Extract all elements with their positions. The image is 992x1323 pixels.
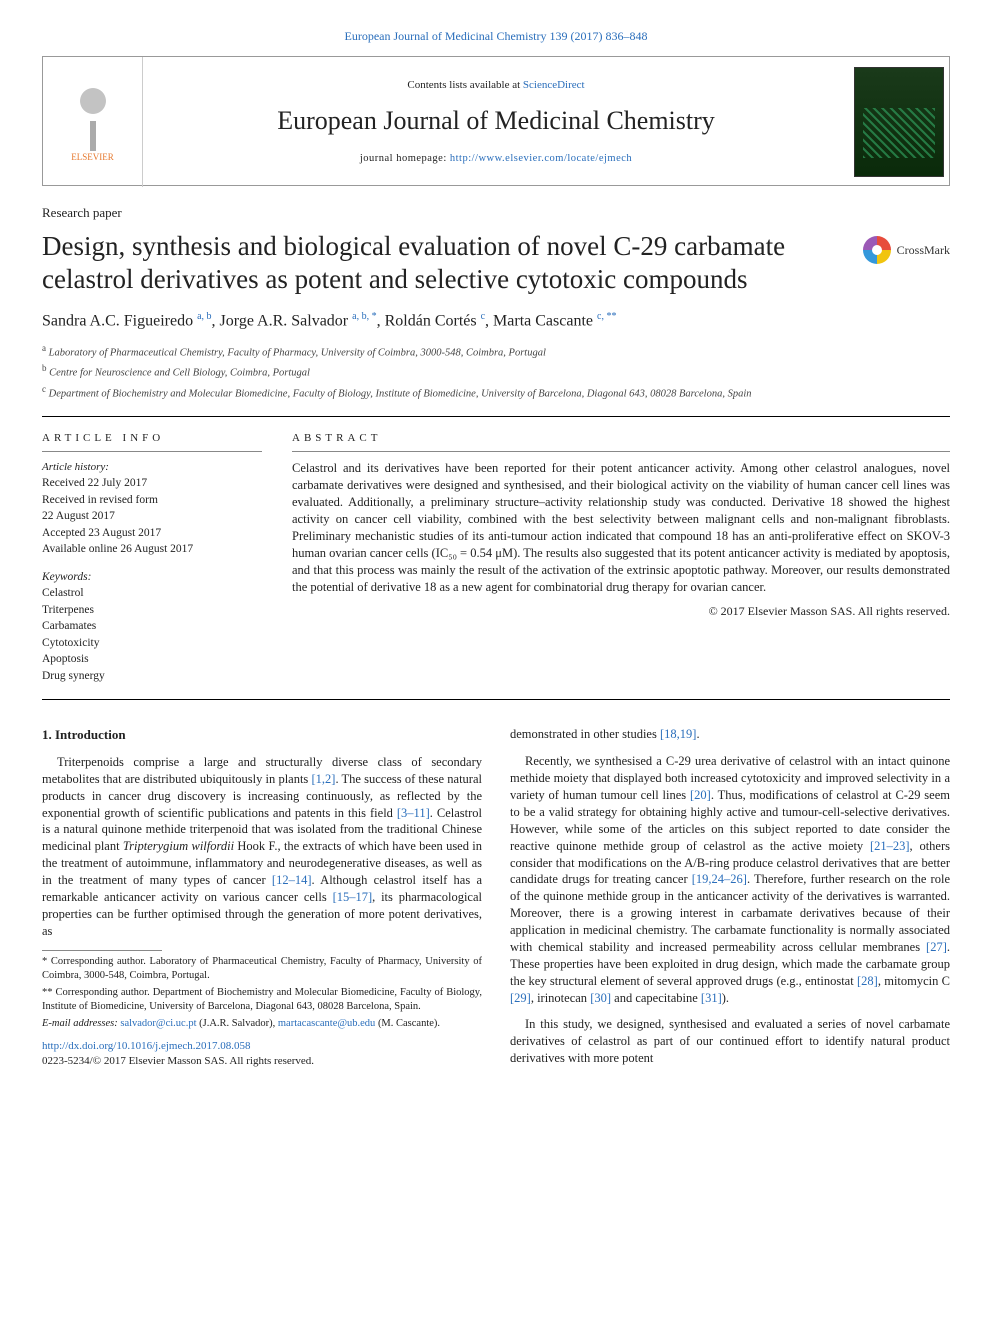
ref-link[interactable]: [1,2]: [311, 772, 335, 786]
ref-link[interactable]: [12–14]: [272, 873, 312, 887]
paper-type: Research paper: [42, 204, 950, 222]
body-two-column: 1. Introduction Triterpenoids comprise a…: [42, 726, 950, 1073]
body-para-1: Triterpenoids comprise a large and struc…: [42, 754, 482, 940]
history-line: 22 August 2017: [42, 509, 262, 525]
keyword: Triterpenes: [42, 603, 262, 619]
elsevier-tree-icon: [63, 81, 123, 151]
body-para-3: Recently, we synthesised a C-29 urea der…: [510, 753, 950, 1006]
sciencedirect-link[interactable]: ScienceDirect: [523, 79, 585, 91]
contents-lists-line: Contents lists available at ScienceDirec…: [153, 78, 839, 93]
ref-link[interactable]: [28]: [857, 974, 878, 988]
journal-homepage-line: journal homepage: http://www.elsevier.co…: [153, 152, 839, 166]
keyword: Celastrol: [42, 586, 262, 602]
keyword: Cytotoxicity: [42, 636, 262, 652]
affiliation-line: a Laboratory of Pharmaceutical Chemistry…: [42, 342, 950, 361]
doi-block: http://dx.doi.org/10.1016/j.ejmech.2017.…: [42, 1039, 482, 1069]
keywords-list: CelastrolTriterpenesCarbamatesCytotoxici…: [42, 586, 262, 684]
crossmark-badge[interactable]: CrossMark: [863, 236, 950, 264]
article-info-rule: [42, 451, 262, 452]
affiliations: a Laboratory of Pharmaceutical Chemistry…: [42, 342, 950, 402]
keywords-label: Keywords:: [42, 570, 262, 586]
email-link-1[interactable]: salvador@ci.uc.pt: [120, 1018, 196, 1029]
footnote-emails: E-mail addresses: salvador@ci.uc.pt (J.A…: [42, 1017, 482, 1031]
body-para-4: In this study, we designed, synthesised …: [510, 1016, 950, 1067]
article-history: Received 22 July 2017Received in revised…: [42, 476, 262, 558]
keyword: Carbamates: [42, 619, 262, 635]
journal-header-center: Contents lists available at ScienceDirec…: [143, 70, 849, 174]
issn-copyright: 0223-5234/© 2017 Elsevier Masson SAS. Al…: [42, 1055, 314, 1067]
publisher-logo-label: ELSEVIER: [71, 151, 114, 163]
section-1-heading: 1. Introduction: [42, 726, 482, 744]
crossmark-icon: [863, 236, 891, 264]
author-list: Sandra A.C. Figueiredo a, b, Jorge A.R. …: [42, 310, 950, 332]
ref-link[interactable]: [29]: [510, 991, 531, 1005]
email-2-suffix: (M. Cascante).: [375, 1018, 440, 1029]
affiliation-line: b Centre for Neuroscience and Cell Biolo…: [42, 362, 950, 381]
article-info-block: ARTICLE INFO Article history: Received 2…: [42, 431, 262, 686]
ref-link[interactable]: [3–11]: [397, 806, 430, 820]
ref-link[interactable]: [31]: [701, 991, 722, 1005]
ref-link[interactable]: [18,19]: [660, 727, 696, 741]
footnote-corresponding-2: ** Corresponding author. Department of B…: [42, 986, 482, 1014]
doi-link[interactable]: http://dx.doi.org/10.1016/j.ejmech.2017.…: [42, 1040, 250, 1052]
abstract-rule: [292, 451, 950, 452]
abstract-block: ABSTRACT Celastrol and its derivatives h…: [292, 431, 950, 686]
journal-cover-thumb: [849, 57, 949, 187]
citation-link[interactable]: European Journal of Medicinal Chemistry …: [345, 29, 648, 43]
email-1-suffix: (J.A.R. Salvador),: [197, 1018, 278, 1029]
ref-link[interactable]: [15–17]: [333, 890, 373, 904]
rule-below-abstract: [42, 699, 950, 700]
rule-above-info: [42, 416, 950, 417]
history-line: Available online 26 August 2017: [42, 542, 262, 558]
abstract-text: Celastrol and its derivatives have been …: [292, 460, 950, 595]
journal-homepage-link[interactable]: http://www.elsevier.com/locate/ejmech: [450, 153, 632, 164]
ref-link[interactable]: [19,24–26]: [692, 872, 747, 886]
email-link-2[interactable]: martacascante@ub.edu: [278, 1018, 375, 1029]
affiliation-line: c Department of Biochemistry and Molecul…: [42, 383, 950, 402]
body-para-2: demonstrated in other studies [18,19].: [510, 726, 950, 743]
history-line: Received in revised form: [42, 493, 262, 509]
email-label: E-mail addresses:: [42, 1018, 120, 1029]
history-line: Received 22 July 2017: [42, 476, 262, 492]
citation-header: European Journal of Medicinal Chemistry …: [42, 28, 950, 44]
journal-name: European Journal of Medicinal Chemistry: [153, 103, 839, 138]
footnote-rule: [42, 950, 162, 951]
article-info-heading: ARTICLE INFO: [42, 431, 262, 446]
ref-link[interactable]: [20]: [690, 788, 711, 802]
keyword: Apoptosis: [42, 652, 262, 668]
footnote-corresponding-1: * Corresponding author. Laboratory of Ph…: [42, 955, 482, 983]
contents-prefix: Contents lists available at: [407, 79, 522, 91]
ref-link[interactable]: [27]: [926, 940, 947, 954]
keyword: Drug synergy: [42, 669, 262, 685]
ref-link[interactable]: [30]: [590, 991, 611, 1005]
footnotes-block: * Corresponding author. Laboratory of Ph…: [42, 950, 482, 1032]
abstract-heading: ABSTRACT: [292, 431, 950, 446]
ref-link[interactable]: [21–23]: [870, 839, 910, 853]
abstract-copyright: © 2017 Elsevier Masson SAS. All rights r…: [292, 603, 950, 619]
journal-header-box: ELSEVIER Contents lists available at Sci…: [42, 56, 950, 186]
paper-title: Design, synthesis and biological evaluat…: [42, 230, 847, 296]
publisher-logo: ELSEVIER: [43, 57, 143, 187]
homepage-prefix: journal homepage:: [360, 153, 450, 164]
article-history-label: Article history:: [42, 460, 262, 475]
history-line: Accepted 23 August 2017: [42, 526, 262, 542]
crossmark-label: CrossMark: [897, 242, 950, 258]
